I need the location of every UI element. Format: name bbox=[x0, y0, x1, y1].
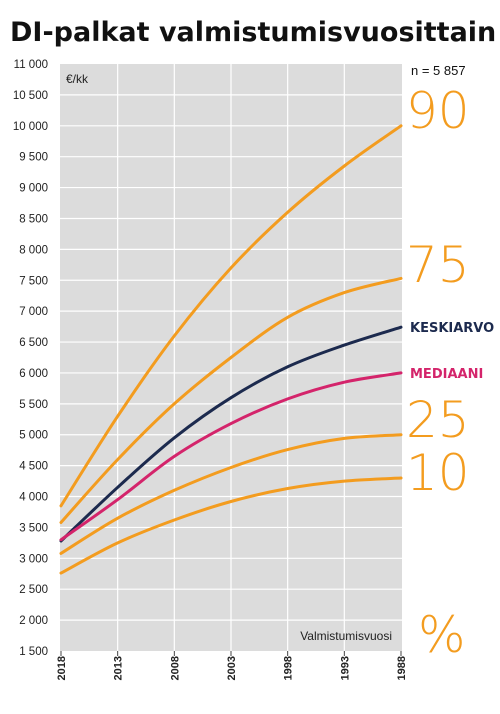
y-tick-label: 10 000 bbox=[13, 121, 48, 133]
series-line-10 bbox=[59, 476, 403, 575]
series-label-10: 10 bbox=[406, 444, 470, 502]
series-label-keskiarvo: KESKIARVO bbox=[410, 321, 494, 336]
series-label-75: 75 bbox=[406, 236, 470, 294]
y-tick-label: 10 500 bbox=[13, 90, 48, 102]
x-tick-label: 2013 bbox=[113, 656, 125, 680]
y-tick-label: 4 000 bbox=[19, 492, 48, 504]
x-tick-label: 1998 bbox=[283, 656, 295, 680]
series-label-25: 25 bbox=[406, 391, 470, 449]
x-tick-label: 1988 bbox=[396, 656, 408, 680]
series-line-75 bbox=[59, 276, 403, 524]
chart-title: DI-palkat valmistumisvuosittain bbox=[10, 17, 496, 48]
x-tick-label: 2018 bbox=[56, 656, 68, 680]
percent-symbol: % bbox=[418, 606, 466, 664]
y-tick-label: 8 500 bbox=[19, 213, 48, 225]
series-line-90 bbox=[59, 124, 403, 508]
y-tick-label: 7 500 bbox=[19, 275, 48, 287]
series-label-90: 90 bbox=[406, 82, 470, 140]
y-tick-label: 4 500 bbox=[19, 461, 48, 473]
y-tick-label: 6 500 bbox=[19, 337, 48, 349]
y-axis-label: €/kk bbox=[66, 72, 89, 86]
y-tick-label: 6 000 bbox=[19, 368, 48, 380]
sample-size-label: n = 5 857 bbox=[411, 63, 466, 78]
y-tick-label: 7 000 bbox=[19, 306, 48, 318]
gridlines bbox=[60, 64, 402, 651]
y-tick-label: 2 000 bbox=[19, 615, 48, 627]
x-tick-label: 2003 bbox=[226, 656, 238, 680]
y-tick-label: 1 500 bbox=[19, 646, 48, 658]
y-tick-label: 8 000 bbox=[19, 244, 48, 256]
series-line-mediaani bbox=[59, 371, 403, 542]
y-tick-label: 3 500 bbox=[19, 522, 48, 534]
y-tick-label: 9 500 bbox=[19, 152, 48, 164]
y-tick-label: 9 000 bbox=[19, 183, 48, 195]
x-axis: 2018 2013 2008 2003 1998 1993 1988 bbox=[56, 651, 408, 680]
y-tick-label: 3 000 bbox=[19, 553, 48, 565]
series-lines bbox=[59, 124, 403, 575]
series-line-25 bbox=[59, 433, 403, 555]
y-tick-label: 2 500 bbox=[19, 584, 48, 596]
y-tick-label: 11 000 bbox=[14, 59, 48, 71]
x-axis-label: Valmistumisvuosi bbox=[300, 629, 392, 643]
series-line-keskiarvo bbox=[59, 325, 403, 543]
y-tick-label: 5 500 bbox=[19, 399, 48, 411]
y-tick-label: 5 000 bbox=[19, 430, 48, 442]
x-tick-label: 2008 bbox=[169, 656, 181, 680]
series-label-mediaani: MEDIAANI bbox=[410, 367, 483, 382]
x-tick-label: 1993 bbox=[339, 656, 351, 680]
y-axis: 11 000 10 500 10 000 9 500 9 000 8 500 8 000 7 … bbox=[13, 59, 48, 658]
